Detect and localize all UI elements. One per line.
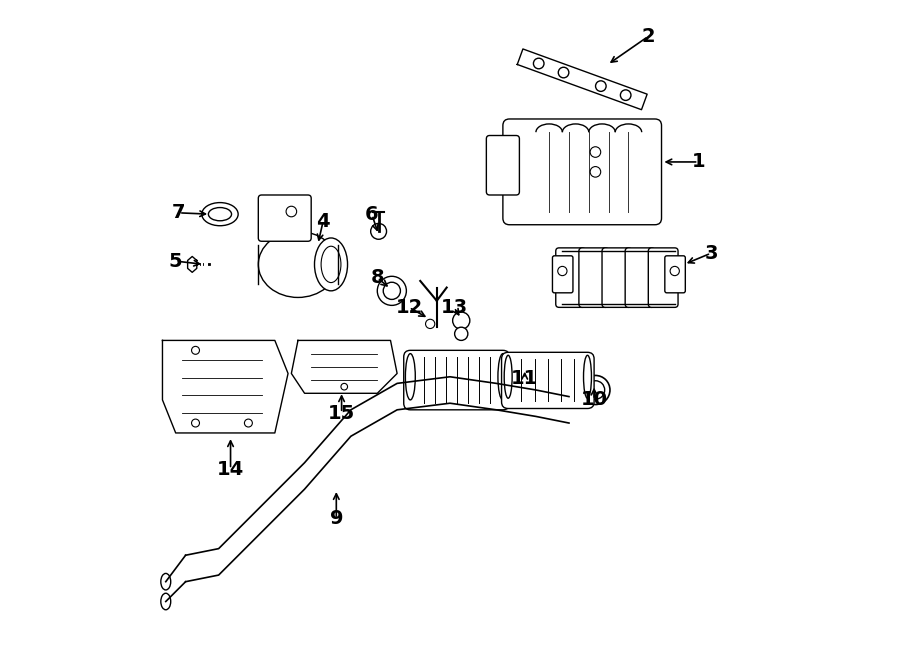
Circle shape — [580, 375, 610, 405]
Ellipse shape — [498, 354, 508, 400]
FancyBboxPatch shape — [501, 352, 594, 408]
Circle shape — [383, 282, 400, 299]
FancyBboxPatch shape — [511, 364, 535, 390]
Text: 2: 2 — [642, 27, 655, 46]
Circle shape — [558, 67, 569, 78]
Ellipse shape — [209, 208, 231, 221]
FancyBboxPatch shape — [258, 195, 311, 241]
Ellipse shape — [504, 355, 512, 398]
Text: 14: 14 — [217, 460, 244, 479]
Circle shape — [534, 58, 544, 69]
Text: 6: 6 — [365, 206, 379, 224]
Circle shape — [192, 419, 200, 427]
FancyBboxPatch shape — [486, 136, 519, 195]
FancyBboxPatch shape — [665, 256, 685, 293]
Circle shape — [426, 319, 435, 329]
FancyBboxPatch shape — [553, 256, 573, 293]
Text: 1: 1 — [692, 153, 706, 171]
FancyBboxPatch shape — [648, 248, 678, 307]
Ellipse shape — [258, 231, 338, 297]
FancyBboxPatch shape — [579, 248, 608, 307]
Circle shape — [590, 147, 600, 157]
Circle shape — [586, 381, 605, 399]
Circle shape — [192, 346, 200, 354]
Text: 11: 11 — [511, 369, 538, 388]
Ellipse shape — [161, 573, 171, 590]
FancyBboxPatch shape — [602, 248, 632, 307]
Text: 13: 13 — [440, 298, 467, 317]
Circle shape — [620, 90, 631, 100]
Text: 4: 4 — [316, 212, 330, 231]
Circle shape — [558, 266, 567, 276]
Circle shape — [454, 327, 468, 340]
Circle shape — [371, 223, 386, 239]
Circle shape — [453, 312, 470, 329]
Text: 5: 5 — [169, 252, 183, 270]
FancyBboxPatch shape — [556, 248, 586, 307]
Circle shape — [286, 206, 297, 217]
Text: 8: 8 — [371, 268, 384, 287]
FancyBboxPatch shape — [626, 248, 655, 307]
Ellipse shape — [405, 354, 415, 400]
Circle shape — [590, 167, 600, 177]
Ellipse shape — [202, 202, 238, 225]
FancyBboxPatch shape — [404, 350, 509, 410]
Text: 12: 12 — [395, 298, 423, 317]
Text: 3: 3 — [705, 244, 718, 262]
Ellipse shape — [314, 238, 347, 291]
Text: 7: 7 — [172, 204, 185, 222]
FancyBboxPatch shape — [503, 119, 662, 225]
Text: 10: 10 — [580, 391, 608, 409]
Ellipse shape — [161, 594, 171, 609]
Circle shape — [670, 266, 680, 276]
Circle shape — [245, 419, 252, 427]
Ellipse shape — [583, 355, 591, 398]
Text: 9: 9 — [329, 510, 343, 528]
Circle shape — [596, 81, 606, 91]
Circle shape — [377, 276, 407, 305]
Text: 15: 15 — [328, 404, 356, 422]
Circle shape — [341, 383, 347, 390]
Ellipse shape — [321, 247, 341, 283]
